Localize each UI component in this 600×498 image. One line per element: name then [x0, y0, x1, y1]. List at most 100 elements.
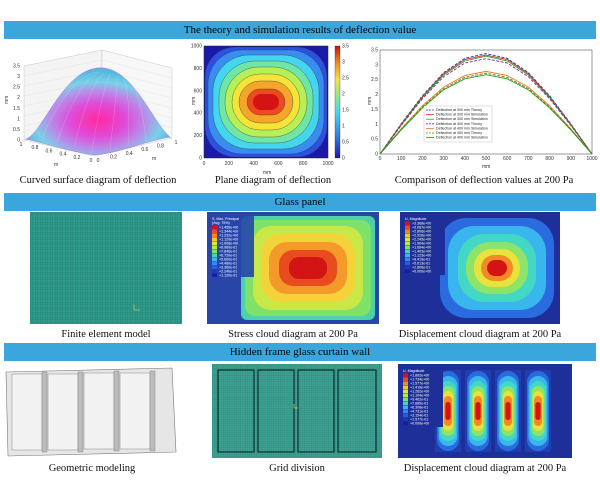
surface-y-tick: 0	[97, 158, 100, 164]
geo-caption: Geometric modeling	[48, 463, 136, 474]
surface-z-ticks: 0 0.5 1 1.5 2 2.5 3 3.5	[13, 64, 20, 144]
chart-x-tick: 300	[439, 156, 448, 162]
plane-y-tick: 600	[194, 88, 203, 94]
legend-value: +1.344e+00	[219, 230, 238, 234]
surface-x-ticks: 0 0.2 0.4 0.6 0.8 1	[20, 142, 93, 164]
legend-color	[405, 269, 410, 273]
legend-value: +1.577e-01	[410, 418, 428, 422]
surface-zlabel: mm	[4, 96, 10, 104]
legend-value: +3.368e+00	[412, 222, 431, 226]
legend-color	[212, 233, 217, 237]
chart-x-tick: 1000	[586, 156, 597, 162]
legend-color	[403, 405, 408, 409]
plane-y-tick: 0	[199, 156, 202, 162]
legend-value: +1.892e+00	[410, 374, 429, 378]
legend-color	[212, 269, 217, 273]
surface-x-tick: 1	[20, 142, 23, 148]
chart-y-tick: 2.5	[371, 77, 378, 83]
plane-y-ticks: 0 200 400 600 800 1000	[191, 44, 202, 162]
chart-x-tick: 600	[503, 156, 512, 162]
legend-value: +2.806e-01	[412, 266, 430, 270]
chart-x-tick: 400	[461, 156, 470, 162]
legend-entry: Deflection at 300 mm Simulation	[436, 117, 488, 121]
displacement-ring	[445, 402, 451, 420]
chart-legend-box	[423, 105, 493, 143]
surface-z-tick: 0	[17, 138, 20, 144]
surface-z-tick: 3	[17, 74, 20, 80]
surface-y-tick: 0.4	[126, 151, 133, 157]
legend-color	[403, 381, 408, 385]
legend-value: +1.684e+00	[412, 246, 431, 250]
legend-color	[212, 225, 217, 229]
legend-value: +2.526e+00	[412, 234, 431, 238]
plane-colorbar-tick: 2	[342, 92, 345, 98]
chart-y-tick: 0.5	[371, 137, 378, 143]
plane-y-tick: 400	[194, 111, 203, 117]
chart-x-tick: 200	[418, 156, 427, 162]
surface-x-tick: 0.8	[32, 145, 39, 151]
legend-value: +3.154e-01	[410, 414, 428, 418]
fem-caption: Finite element model	[61, 329, 151, 340]
legend-color	[212, 265, 217, 269]
plane-ylabel: mm	[191, 97, 197, 105]
legend-color	[403, 377, 408, 381]
legend-color	[405, 233, 410, 237]
legend-entry: Deflection at 400 mm Simulation	[436, 126, 488, 130]
legend-color	[212, 261, 217, 265]
stress-legend-title: S, Max. Principal	[212, 217, 239, 221]
legend-color	[403, 393, 408, 397]
plane-colorbar-ticks: 0 0.5 1 1.5 2 2.5 3 3.5	[342, 44, 349, 162]
legend-color	[403, 417, 408, 421]
chart-x-tick: 0	[379, 156, 382, 162]
legend-color	[405, 257, 410, 261]
plane-plot: 0 200 400 600 800 1000 0 200 400 600 800 1000 0 0.5…	[191, 44, 349, 176]
legend-value: +1.008e+00	[219, 242, 238, 246]
series-line	[379, 53, 593, 155]
legend-color	[405, 241, 410, 245]
legend-value: +1.120e+00	[219, 238, 238, 242]
surface-z-tick: 1.5	[13, 106, 20, 112]
legend-entry: Deflection at 400 mm Theory	[436, 131, 482, 135]
series-line	[379, 70, 593, 155]
legend-value: +2.806e+00	[412, 230, 431, 234]
legend-color	[405, 265, 410, 269]
disp-legend-title: U, Magnitude	[405, 217, 426, 221]
legend-entry: Deflection at 300 mm Simulation	[436, 113, 488, 117]
plane-x-tick: 200	[225, 161, 234, 167]
chart-x-tick: 900	[567, 156, 576, 162]
displacement-cloud-image: U, Magnitude +3.368e+00+3.087e+00+2.806e…	[400, 212, 560, 324]
plane-y-tick: 200	[194, 133, 203, 139]
curtain-displacement-image: U, Magnitude +1.892e+00+1.734e+00+1.577e…	[398, 364, 572, 458]
legend-value: +1.456e+00	[219, 226, 238, 230]
surface-z-tick: 3.5	[13, 64, 20, 70]
plane-colorbar-tick: 3	[342, 60, 345, 66]
surface-y-tick: 0.2	[110, 154, 117, 160]
plane-colorbar-tick: 2.5	[342, 76, 349, 82]
plane-colorbar-tick: 3.5	[342, 44, 349, 50]
legend-color	[405, 229, 410, 233]
legend-value: +6.720e-01	[219, 254, 237, 258]
fem-mesh-image	[30, 212, 182, 324]
plane-y-tick: 800	[194, 66, 203, 72]
surface-z-tick: 2	[17, 95, 20, 101]
legend-color	[212, 229, 217, 233]
legend-value: +6.308e-01	[410, 406, 428, 410]
chart-y-tick: 0	[375, 152, 378, 158]
legend-value: +8.419e-01	[412, 258, 430, 262]
legend-color	[403, 385, 408, 389]
plane-caption: Plane diagram of deflection	[214, 175, 332, 186]
legend-value: +7.885e-01	[410, 402, 428, 406]
legend-value: +4.731e-01	[410, 410, 428, 414]
surface-plot: mm 00.511.522.533.5 00.20.40.60.81 00.20…	[4, 49, 178, 168]
legend-color	[212, 273, 217, 277]
displacement-ring	[535, 402, 541, 420]
legend-value: +1.120e-01	[219, 274, 237, 278]
legend-entry: Deflection at 400 mm Theory	[436, 122, 482, 126]
series-line	[379, 74, 593, 155]
legend-value: +3.360e-01	[219, 266, 237, 270]
banner-theory: The theory and simulation results of def…	[4, 21, 596, 39]
chart-y-tick: 1.5	[371, 107, 378, 113]
legend-color	[403, 413, 408, 417]
stress-legend: +1.456e+00+1.344e+00+1.232e+00+1.120e+00…	[212, 225, 238, 278]
surface-x-tick: 0.4	[60, 152, 67, 158]
